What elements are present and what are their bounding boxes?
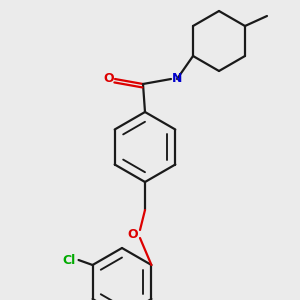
Text: O: O bbox=[128, 227, 138, 241]
Text: O: O bbox=[104, 71, 114, 85]
Text: N: N bbox=[172, 71, 182, 85]
Text: Cl: Cl bbox=[62, 254, 75, 266]
